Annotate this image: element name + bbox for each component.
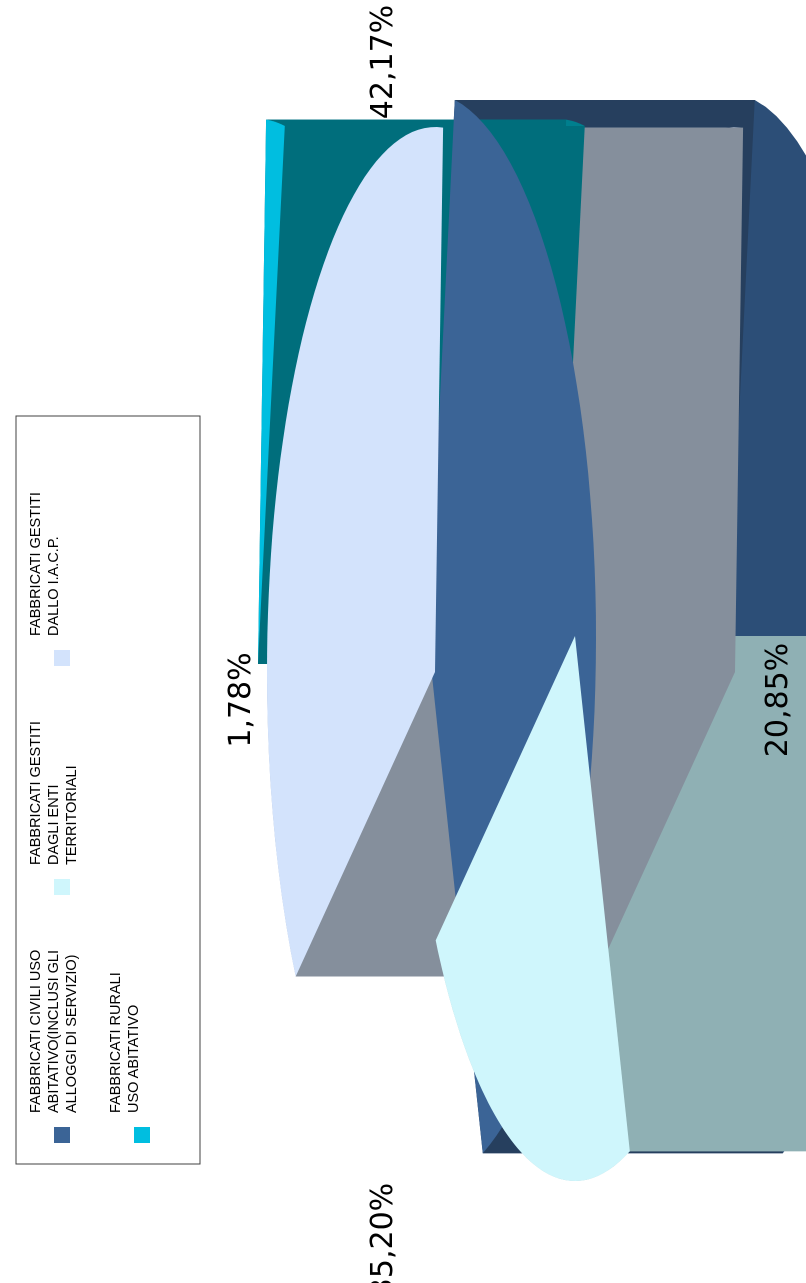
slice-top-fabbricati-gestiti-dagli-enti-territoria [435,636,630,1181]
data-label-fabbricati-rurali-uso-abitativo: 1,78% [223,652,258,747]
legend-frame [15,415,201,1165]
legend-label-line: FABBRICATI RURALI [108,972,124,1113]
legend-item-fabbricati-gestiti-dallo-i-a-c-p: FABBRICATI GESTITI DALLO I.A.C.P. [28,492,70,666]
legend-label-line: USO ABITATIVO [126,1005,142,1113]
legend: FABBRICATI CIVILI USO ABITATIVO(INCLUSI G… [15,415,201,1165]
data-labels: 42,17% 20,85% 35,20% 1,78% [223,5,795,1283]
legend-swatch [54,1127,70,1143]
legend-label-line: FABBRICATI GESTITI [28,492,44,636]
legend-label-line: DAGLI ENTI [46,784,62,865]
legend-label-line: TERRITORIALI [64,765,80,865]
slice-top-fabbricati-rurali-uso-abitativo [258,119,285,665]
legend-swatch [54,879,70,895]
slice-top-fabbricati-gestiti-dallo-i-a-c-p [267,127,444,977]
legend-swatch [134,1127,150,1143]
legend-label-line: FABBRICATI CIVILI USO [28,950,44,1113]
legend-label-line: ABITATIVO(INCLUSI GLI [46,950,62,1113]
legend-item-fabbricati-civili-uso-abitativo-inclusi-: FABBRICATI CIVILI USO ABITATIVO(INCLUSI G… [28,950,80,1143]
legend-label-line: FABBRICATI GESTITI [28,721,44,865]
legend-label-line: DALLO I.A.C.P. [46,536,62,636]
data-label-fabbricati-gestiti-dagli-enti-territoria: 20,85% [760,643,795,757]
legend-item-fabbricati-rurali-uso-abitativo: FABBRICATI RURALI USO ABITATIVO [108,972,150,1143]
pie-slices [258,99,806,1181]
legend-swatch [54,650,70,666]
legend-label-line: ALLOGGI DI SERVIZIO) [64,955,80,1113]
legend-item-fabbricati-gestiti-dagli-enti-territoria: FABBRICATI GESTITI DAGLI ENTI TERRITORIALI [28,721,80,895]
data-label-fabbricati-civili-uso-abitativo-inclusi-: 42,17% [365,5,400,119]
data-label-fabbricati-gestiti-dallo-i-a-c-p: 35,20% [365,1183,400,1283]
